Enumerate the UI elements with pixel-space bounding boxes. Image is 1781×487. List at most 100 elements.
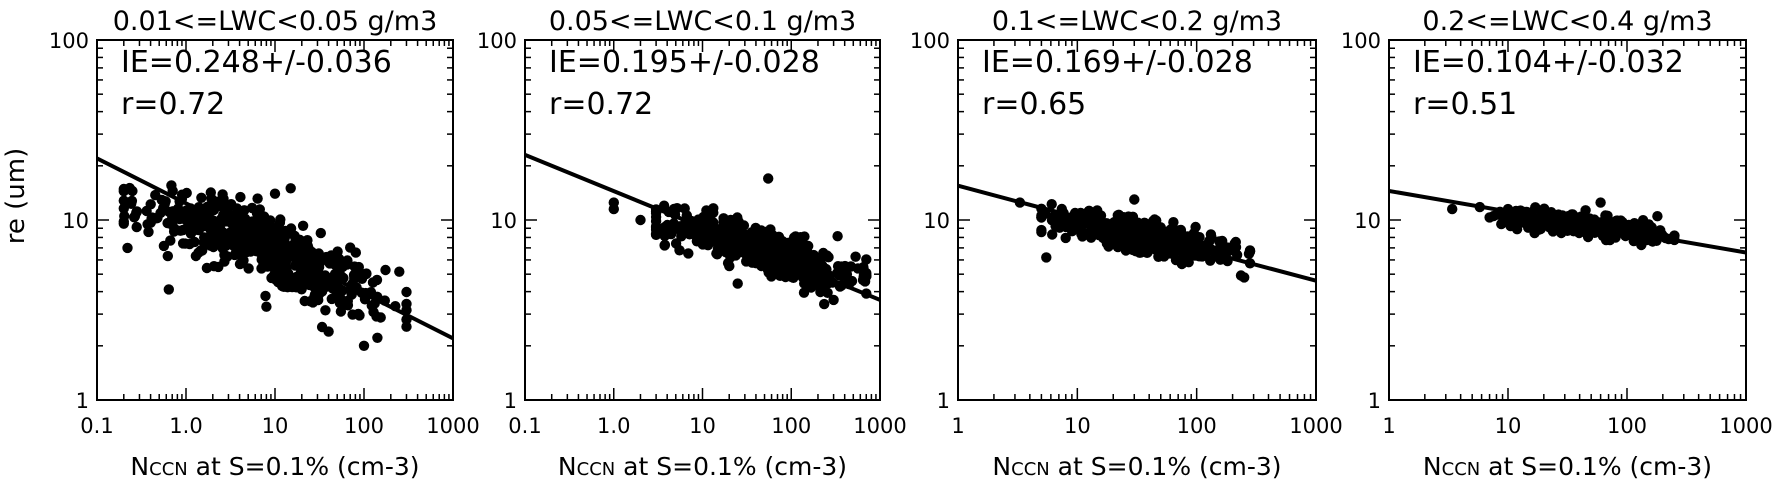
data-point (269, 188, 281, 199)
data-point (861, 270, 872, 282)
y-tick-label: 10 (1354, 209, 1381, 233)
data-point (306, 246, 317, 258)
panel-2: 0.05<=LWC<0.1 g/m3 0.1 1.0 10 100 1000 1 10 100 N… (477, 6, 907, 481)
data-point (1046, 199, 1057, 210)
data-point (276, 255, 287, 267)
data-point (295, 267, 306, 279)
data-point (1580, 205, 1591, 216)
x-axis-label-rest: at S=0.1% (cm-3) (188, 452, 420, 481)
data-point (271, 225, 282, 236)
data-point (1623, 219, 1635, 231)
x-tick-label: 1000 (1289, 414, 1342, 438)
data-point (304, 279, 315, 291)
data-point (1067, 223, 1078, 234)
data-point (819, 298, 830, 310)
y-tick-label: 100 (910, 29, 950, 53)
panel-title: 0.2<=LWC<0.4 g/m3 (1422, 6, 1712, 37)
data-point (231, 245, 242, 256)
data-point (215, 226, 227, 238)
x-axis-label: NCCN at S=0.1% (cm-3) (130, 452, 419, 481)
data-point (331, 288, 343, 299)
data-point (1524, 222, 1535, 233)
x-tick-label: 100 (771, 414, 811, 438)
y-tick-label: 100 (1341, 29, 1381, 53)
data-point (127, 185, 138, 197)
data-point (143, 226, 154, 238)
data-point (733, 216, 744, 227)
data-point (1206, 232, 1217, 243)
data-point (234, 258, 246, 270)
data-point (694, 231, 705, 242)
plot-area (1389, 188, 1746, 255)
plot-area (97, 156, 453, 351)
data-point (822, 287, 833, 298)
data-point (193, 218, 205, 229)
data-point (670, 238, 682, 249)
x-axis-label-main: N (558, 452, 577, 481)
data-point (372, 332, 383, 343)
x-tick-label: 1 (1382, 414, 1395, 438)
data-point (1123, 211, 1134, 222)
data-point (1089, 209, 1101, 220)
x-tick-label: 1.0 (597, 414, 630, 438)
x-tick-label: 100 (1607, 414, 1647, 438)
data-point (152, 212, 163, 224)
data-point (1130, 246, 1142, 257)
data-point (814, 255, 826, 266)
data-point (1537, 206, 1549, 218)
annotation-r: r=0.72 (549, 87, 653, 122)
data-point (181, 187, 192, 199)
data-point (246, 202, 258, 214)
plot-area (525, 153, 880, 310)
data-point (247, 216, 258, 227)
data-point (799, 278, 810, 289)
annotation-r: r=0.65 (982, 87, 1086, 122)
data-point (342, 300, 354, 311)
data-point (1047, 229, 1058, 240)
data-point (196, 192, 207, 203)
data-point (1447, 203, 1458, 215)
annotation-ie: IE=0.104+/-0.032 (1413, 45, 1684, 80)
data-point (845, 261, 857, 272)
data-point (285, 183, 296, 194)
data-point (1222, 242, 1233, 253)
data-point (217, 189, 228, 200)
data-point (1513, 214, 1524, 226)
data-point (659, 240, 670, 251)
data-point (205, 187, 216, 198)
data-point (785, 239, 796, 250)
data-point (180, 238, 191, 249)
data-point (635, 214, 646, 226)
panel-3: 0.1<=LWC<0.2 g/m3 1 10 100 1000 1 10 100 NCCN at… (910, 6, 1343, 481)
data-point (243, 263, 254, 274)
data-point (1160, 226, 1171, 238)
x-tick-label: 1000 (853, 414, 906, 438)
x-axis-label: NCCN at S=0.1% (cm-3) (992, 452, 1281, 481)
data-point (182, 212, 194, 223)
data-point (217, 201, 229, 212)
data-point (296, 236, 308, 248)
data-point (239, 205, 250, 216)
data-point (242, 241, 253, 252)
data-point (131, 221, 142, 233)
y-tick-label: 10 (923, 209, 950, 233)
data-point (337, 261, 348, 273)
data-point (277, 240, 288, 252)
x-tick-label: 100 (1177, 414, 1217, 438)
data-point (1205, 255, 1216, 266)
data-point (202, 232, 213, 243)
x-axis-label: NCCN at S=0.1% (cm-3) (558, 452, 847, 481)
data-point (380, 264, 391, 276)
data-point (683, 248, 694, 259)
data-point (1549, 220, 1560, 231)
data-point (1647, 236, 1658, 247)
data-point (762, 264, 774, 275)
x-axis-label-rest: at S=0.1% (cm-3) (1050, 452, 1282, 481)
data-point (1183, 257, 1194, 268)
data-point (316, 286, 328, 297)
data-point (745, 249, 757, 260)
data-point (1214, 236, 1225, 247)
fit-line (958, 183, 1316, 283)
x-axis-label-sub: CCN (577, 459, 616, 480)
data-point (401, 286, 412, 298)
